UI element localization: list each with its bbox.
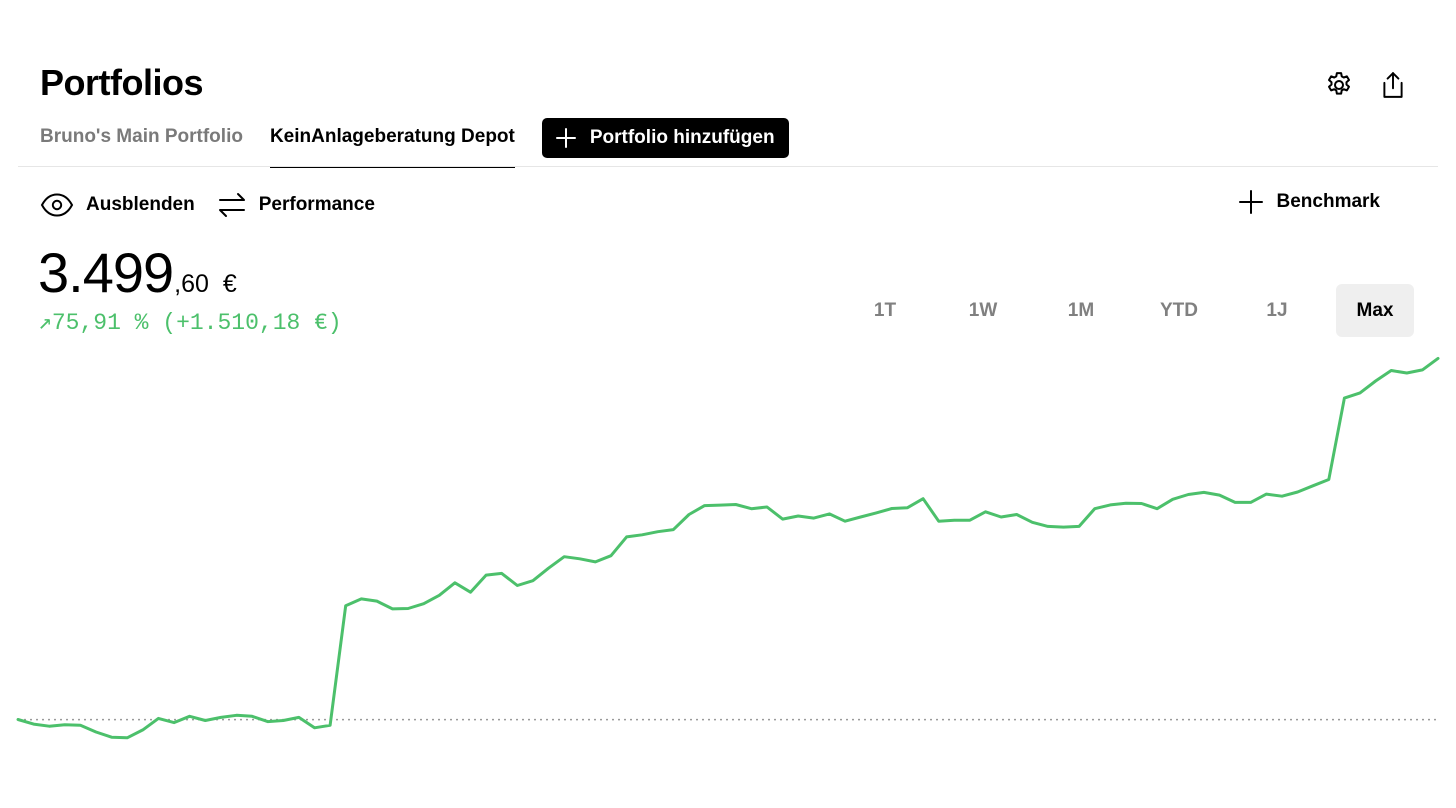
range-1j[interactable]: 1J xyxy=(1266,299,1288,321)
benchmark-label: Benchmark xyxy=(1276,191,1381,212)
swap-arrows-icon xyxy=(218,193,245,217)
range-1w[interactable]: 1W xyxy=(968,299,998,321)
add-portfolio-button[interactable]: Portfolio hinzufügen xyxy=(541,118,789,158)
change-text: 75,91 % (+1.510,18 €) xyxy=(51,310,342,336)
portfolio-value: 3.499 ,60 € xyxy=(38,240,237,305)
range-ytd[interactable]: YTD xyxy=(1160,299,1198,321)
tab-brunos-main-portfolio[interactable]: Bruno's Main Portfolio xyxy=(40,126,243,147)
add-portfolio-label: Portfolio hinzufügen xyxy=(589,127,775,148)
performance-change: ↗75,91 % (+1.510,18 €) xyxy=(38,309,342,336)
share-icon xyxy=(1383,72,1403,98)
value-cents: ,60 xyxy=(174,270,209,298)
performance-label: Performance xyxy=(258,194,375,215)
value-currency: € xyxy=(222,270,237,298)
range-max[interactable]: Max xyxy=(1336,284,1414,337)
hide-button[interactable]: Ausblenden xyxy=(40,192,195,218)
tabs-divider xyxy=(18,166,1438,167)
series-line-0 xyxy=(16,356,1440,740)
range-1t[interactable]: 1T xyxy=(873,299,897,321)
eye-icon xyxy=(40,193,74,217)
tab-keinanlageberatung-depot[interactable]: KeinAnlageberatung Depot xyxy=(269,118,515,168)
gear-icon xyxy=(1328,72,1350,95)
trend-up-icon: ↗ xyxy=(38,310,52,336)
portfolio-tabs: Bruno's Main Portfolio KeinAnlageberatun… xyxy=(40,118,789,168)
chart-toolbar: Ausblenden Performance xyxy=(40,190,397,220)
performance-toggle[interactable]: Performance xyxy=(217,190,375,220)
top-actions xyxy=(1324,68,1408,102)
plus-icon xyxy=(555,128,576,148)
range-1m[interactable]: 1M xyxy=(1067,299,1095,321)
share-button[interactable] xyxy=(1378,68,1408,102)
settings-button[interactable] xyxy=(1324,68,1354,102)
plus-icon xyxy=(1238,190,1263,214)
add-benchmark-button[interactable]: Benchmark xyxy=(1238,190,1381,214)
time-range-selector: 1T 1W 1M YTD 1J Max xyxy=(846,284,1414,337)
page-title: Portfolios xyxy=(40,62,204,103)
value-main: 3.499 xyxy=(38,241,174,304)
hide-label: Ausblenden xyxy=(86,194,195,215)
